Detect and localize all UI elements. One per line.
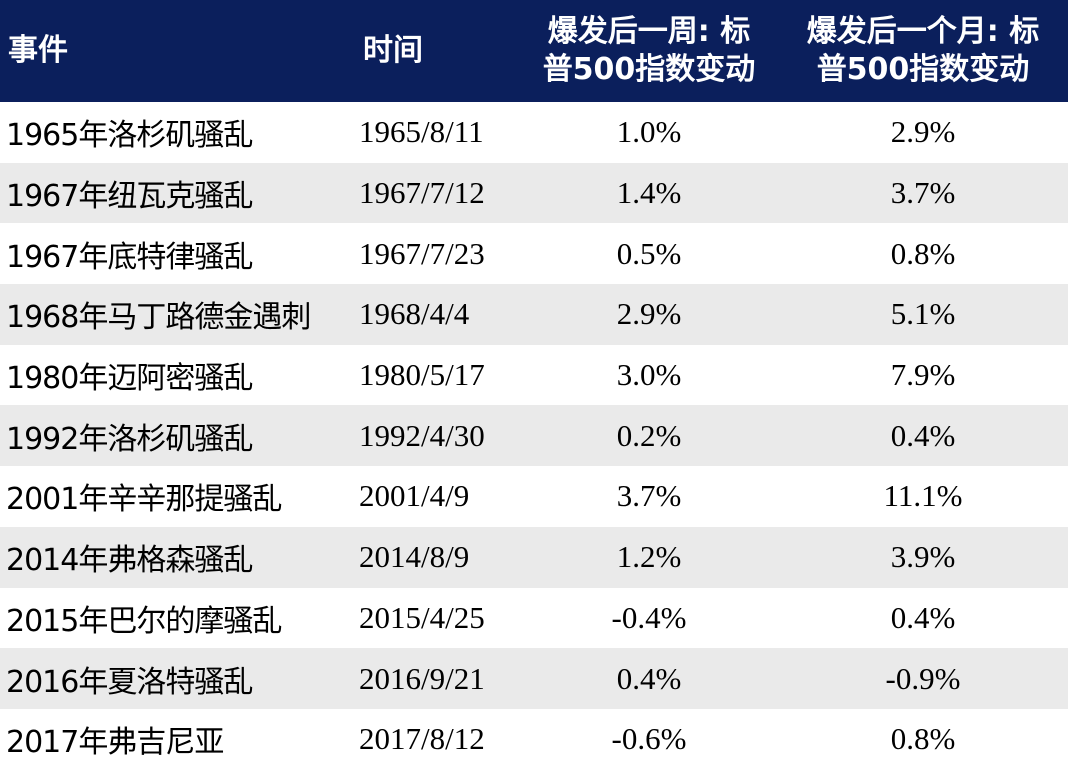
week-change-cell: 1.0%	[616, 114, 682, 150]
table-header: 事件 时间 爆发后一周: 标普500指数变动 爆发后一个月: 标普500指数变动	[0, 0, 1068, 102]
header-month-line2: 普500指数变动	[816, 52, 1030, 87]
event-cell: 1992年洛杉矶骚乱	[6, 421, 253, 457]
event-cell: 1967年纽瓦克骚乱	[6, 179, 253, 215]
table-row: 2001年辛辛那提骚乱 2001/4/9 3.7% 11.1%	[0, 466, 1068, 527]
week-change-cell: -0.4%	[611, 599, 687, 635]
time-cell: 1967/7/23	[359, 235, 485, 271]
event-cell: 1965年洛杉矶骚乱	[6, 118, 253, 154]
week-change-cell: 3.0%	[616, 357, 682, 393]
event-cell: 2016年夏洛特骚乱	[6, 664, 253, 700]
month-change-cell: 7.9%	[890, 357, 956, 393]
table-row: 1965年洛杉矶骚乱 1965/8/11 1.0% 2.9%	[0, 102, 1068, 163]
event-cell: 2001年辛辛那提骚乱	[6, 482, 282, 518]
event-cell: 1968年马丁路德金遇刺	[6, 300, 311, 336]
event-cell: 2014年弗格森骚乱	[6, 543, 253, 579]
header-time: 时间	[363, 33, 423, 68]
table-row: 1967年底特律骚乱 1967/7/23 0.5% 0.8%	[0, 223, 1068, 285]
month-change-cell: 0.4%	[890, 599, 956, 635]
event-cell: 1967年底特律骚乱	[6, 239, 253, 275]
time-cell: 1968/4/4	[359, 296, 470, 332]
week-change-cell: 2.9%	[616, 296, 682, 332]
event-cell: 2015年巴尔的摩骚乱	[6, 603, 282, 639]
header-month-line1: 爆发后一个月: 标	[806, 14, 1040, 49]
table-row: 1992年洛杉矶骚乱 1992/4/30 0.2% 0.4%	[0, 405, 1068, 467]
month-change-cell: 0.8%	[890, 235, 956, 271]
week-change-cell: 0.4%	[616, 660, 682, 696]
time-cell: 2014/8/9	[359, 539, 470, 575]
time-cell: 1992/4/30	[359, 417, 485, 453]
event-cell: 1980年迈阿密骚乱	[6, 361, 253, 397]
week-change-cell: -0.6%	[611, 721, 687, 757]
table-row: 1980年迈阿密骚乱 1980/5/17 3.0% 7.9%	[0, 344, 1068, 406]
table-row: 2015年巴尔的摩骚乱 2015/4/25 -0.4% 0.4%	[0, 587, 1068, 649]
header-event: 事件	[8, 33, 68, 68]
time-cell: 2017/8/12	[359, 721, 485, 757]
month-change-cell: 0.4%	[890, 417, 956, 453]
header-week-line1: 爆发后一周: 标	[547, 14, 751, 49]
week-change-cell: 0.2%	[616, 417, 682, 453]
month-change-cell: -0.9%	[885, 660, 961, 696]
table-row: 2014年弗格森骚乱 2014/8/9 1.2% 3.9%	[0, 526, 1068, 588]
table-row: 1967年纽瓦克骚乱 1967/7/12 1.4% 3.7%	[0, 162, 1068, 224]
header-row: 事件 时间 爆发后一周: 标普500指数变动 爆发后一个月: 标普500指数变动	[0, 0, 1068, 102]
month-change-cell: 3.7%	[890, 175, 956, 211]
time-cell: 1965/8/11	[359, 114, 484, 150]
time-cell: 2015/4/25	[359, 599, 485, 635]
time-cell: 2016/9/21	[359, 660, 485, 696]
week-change-cell: 3.7%	[616, 478, 682, 514]
table-body: 1965年洛杉矶骚乱 1965/8/11 1.0% 2.9% 1967年纽瓦克骚…	[0, 102, 1068, 770]
table-row: 1968年马丁路德金遇刺 1968/4/4 2.9% 5.1%	[0, 284, 1068, 345]
table-row: 2016年夏洛特骚乱 2016/9/21 0.4% -0.9%	[0, 648, 1068, 709]
week-change-cell: 1.2%	[616, 539, 682, 575]
month-change-cell: 11.1%	[883, 478, 963, 514]
month-change-cell: 5.1%	[890, 296, 956, 332]
month-change-cell: 3.9%	[890, 539, 956, 575]
month-change-cell: 2.9%	[890, 114, 956, 150]
week-change-cell: 1.4%	[616, 175, 682, 211]
header-week-line2: 普500指数变动	[542, 52, 756, 87]
table-row: 2017年弗吉尼亚 2017/8/12 -0.6% 0.8%	[0, 708, 1068, 770]
month-change-cell: 0.8%	[890, 721, 956, 757]
event-cell: 2017年弗吉尼亚	[6, 725, 224, 761]
week-change-cell: 0.5%	[616, 235, 682, 271]
header-week-change: 爆发后一周: 标普500指数变动	[520, 0, 778, 102]
time-cell: 1980/5/17	[359, 357, 485, 393]
header-month-change: 爆发后一个月: 标普500指数变动	[778, 0, 1068, 102]
time-cell: 2001/4/9	[359, 478, 470, 514]
time-cell: 1967/7/12	[359, 175, 485, 211]
